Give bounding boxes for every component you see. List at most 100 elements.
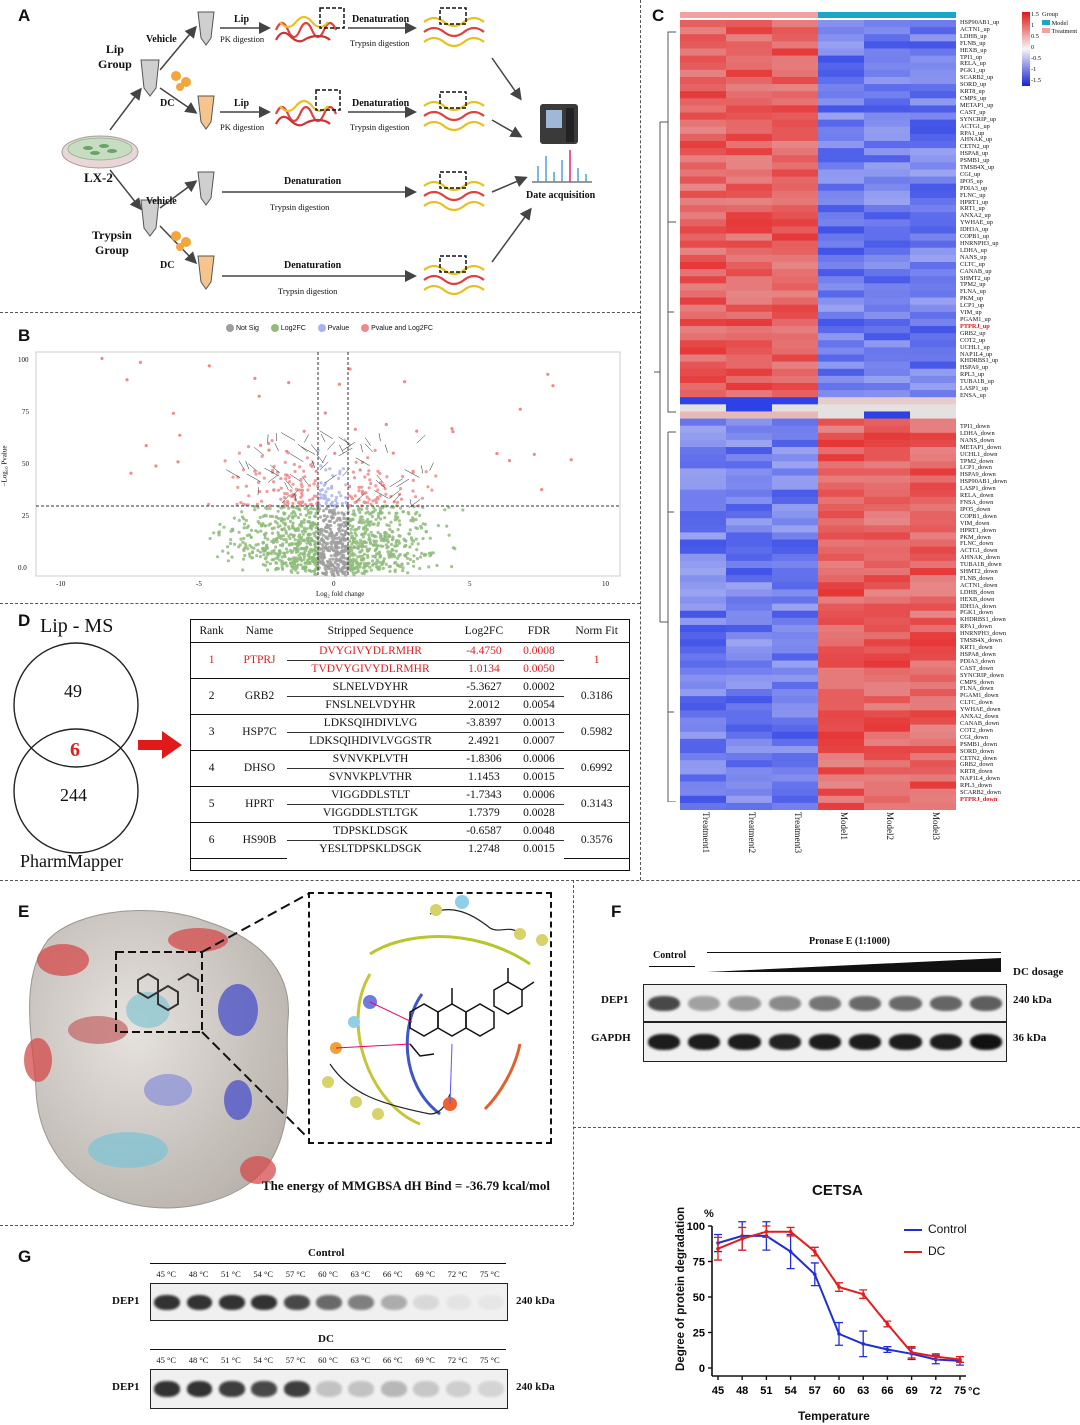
gene-label: VIM_up	[960, 309, 982, 317]
gene-label: CLTC_down	[960, 699, 993, 707]
scale-tick: 0.5	[1031, 33, 1039, 40]
gene-label: FLNB_up	[960, 39, 986, 47]
gene-label: KHDRBS1_up	[960, 357, 999, 365]
heatmap-column-label: Model1	[839, 812, 849, 840]
cetsa-dc-temps: 45 °C 48 °C 51 °C 54 °C 57 °C 60 °C 63 °C 66 °C…	[150, 1355, 506, 1365]
volcano-xtick-0: 0	[332, 580, 336, 588]
wb-control-underline	[649, 966, 695, 967]
gene-label: PGK1_down	[960, 609, 993, 617]
gene-label: UCHL1_down	[960, 450, 998, 458]
gene-label: NANS_down	[960, 436, 995, 444]
temperature-label: 75 °C	[479, 1269, 500, 1279]
gene-label: HEXB_up	[960, 46, 987, 54]
gene-label: COT2_up	[960, 336, 986, 344]
data-point	[934, 1354, 938, 1359]
blot-band	[413, 1381, 440, 1398]
trypsin-digestion-3: Trypsin digestion	[270, 202, 330, 212]
gene-label: PDIA3_up	[960, 184, 988, 192]
western-blot-dep1	[643, 984, 1007, 1022]
panel-d: D Lip - MS 49 6 244 PharmMapper Rank Nam…	[0, 603, 640, 880]
gene-label: PKM_up	[960, 295, 984, 303]
cetsa-control-title: Control	[308, 1247, 345, 1259]
cell-fit: 0.6992	[564, 750, 629, 787]
gene-label: ACTG1_up	[960, 122, 990, 130]
gene-label: HSPA9_down	[960, 471, 996, 479]
heatmap-column-label: Model2	[885, 812, 895, 840]
volcano-ytick-100: 100	[18, 356, 29, 364]
cell-seq: YESLTDPSKLDSGK	[319, 843, 422, 856]
panel-label-g: G	[18, 1247, 32, 1266]
cell-seq: VIGGDDLSTLT	[286, 786, 455, 805]
cell-line-label: LX-2	[84, 170, 113, 185]
heatmap-colorbar	[1022, 12, 1030, 86]
blot-band	[154, 1294, 181, 1310]
cell-seq: LDKSQIHDIVLVGGSTR	[286, 732, 455, 751]
table-row: 6 HS90B TDPSKLDSGK -0.6587 0.0048 0.3576	[191, 822, 629, 859]
lip-step-2: Lip	[234, 98, 250, 109]
temperature-label: 57 °C	[285, 1269, 306, 1279]
blot-band	[380, 1381, 407, 1398]
vehicle-label-1: Vehicle	[146, 34, 177, 45]
gene-label: NANS_up	[960, 253, 987, 261]
panel-a-workflow	[61, 7, 592, 296]
gene-label: CAST_up	[960, 108, 986, 116]
gene-label: FLNB_down	[960, 574, 994, 582]
gene-label: METAP1_up	[960, 101, 994, 109]
data-point	[788, 1249, 793, 1254]
group-bar-treatment	[680, 12, 818, 18]
pk-digestion-1: PK digestion	[220, 34, 265, 44]
gene-label: CMPS_down	[960, 678, 994, 686]
cetsa-blot-dc	[150, 1369, 508, 1409]
data-point	[716, 1246, 720, 1251]
scale-tick: -0.5	[1031, 55, 1041, 62]
table-row: YESLTDPSKLDSGK 1.2748 0.0015	[191, 840, 629, 858]
blot-band	[380, 1294, 407, 1310]
gene-label: LDHB_up	[960, 32, 987, 40]
zoom-lines	[201, 893, 309, 1139]
gene-label: AHNAK_up	[960, 136, 993, 144]
gene-label: PSMB1_up	[960, 157, 990, 165]
data-point	[813, 1272, 817, 1277]
table-row: TVDVYGIVYDLRMHR 1.0134 0.0050	[191, 660, 629, 679]
temperature-label: 48 °C	[188, 1269, 209, 1279]
wb-pronase-label: Pronase E (1:1000)	[809, 936, 890, 947]
scale-tick: -1	[1031, 66, 1037, 73]
heatmap-column-label: Model3	[931, 812, 941, 840]
x-tick-label: 72	[930, 1385, 942, 1397]
gene-label: NAP1L4_down	[960, 775, 1000, 783]
red-arrow-icon	[138, 731, 182, 759]
gene-label: NAP1L4_up	[960, 350, 993, 358]
blot-band	[768, 995, 801, 1011]
col-fit: Norm Fit	[564, 620, 629, 643]
data-point	[788, 1229, 793, 1234]
cell-seq: SVNVKPLVTHR	[286, 768, 455, 787]
gene-label: FLNA_up	[960, 288, 986, 296]
data-point	[861, 1292, 865, 1296]
data-point	[837, 1285, 841, 1289]
gene-label: YWHAE_down	[960, 706, 1001, 714]
cetsa-line-plot: 0 25 50 75 100 45 48 51 54 57 60 63 66 69 72 75	[687, 1221, 966, 1397]
cell-seq: SVNVKPLVTH	[286, 750, 455, 769]
panel-c: C HSP90AB1_up ACTN1_up LDHB_up FLNB_up HEXB_…	[640, 0, 1080, 880]
cell-name: PTPRJ	[232, 642, 287, 679]
group-bar-model	[818, 12, 956, 18]
scale-tick: 0	[1031, 44, 1035, 51]
gene-label: PKM_down	[960, 533, 991, 541]
gene-label: LCP1_up	[960, 302, 985, 310]
venn-bottom-label: PharmMapper	[20, 851, 123, 871]
ligand-icon	[137, 972, 199, 1012]
blot-band	[154, 1381, 181, 1398]
legend-pvalue-log2fc: Pvalue and Log2FC	[361, 324, 433, 332]
separator-left-right	[640, 0, 641, 880]
legend-dot-icon	[361, 324, 370, 332]
cell-rank: 5	[191, 786, 233, 823]
blot-band	[648, 995, 681, 1011]
blot-band	[849, 995, 882, 1011]
scale-tick: -1.5	[1031, 77, 1041, 84]
gene-label: FLNC_down	[960, 540, 994, 548]
gene-label: SYNCRIP_up	[960, 115, 997, 123]
cell-seq: SLNELVDYHR	[286, 678, 455, 697]
panel-a: A	[0, 0, 640, 312]
gene-label: CANAB_up	[960, 267, 992, 275]
cetsa-chart: CETSA % °C Temperature Degree of protein…	[640, 1180, 1080, 1425]
